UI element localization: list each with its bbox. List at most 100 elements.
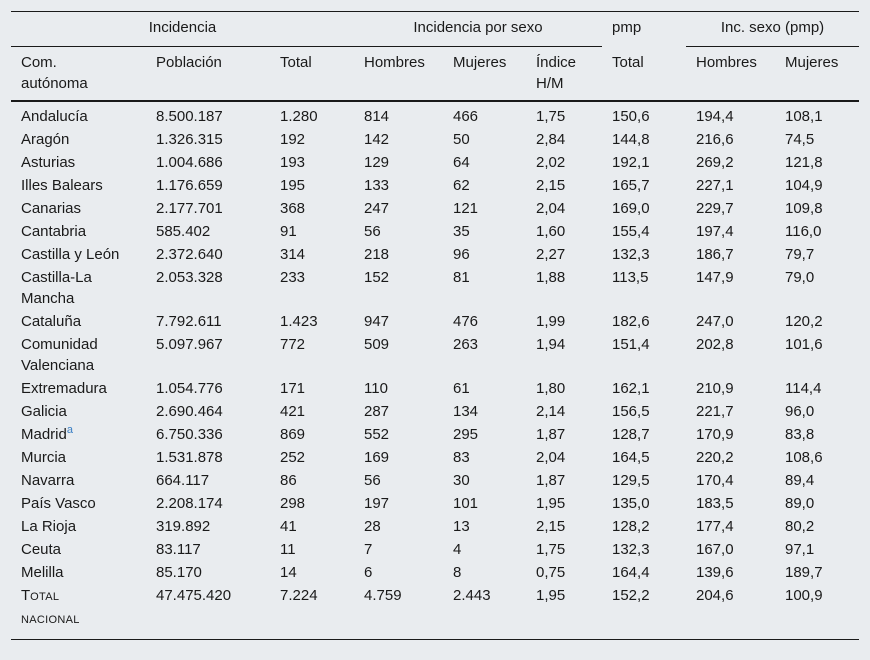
- cell-total: 298: [280, 495, 306, 512]
- total-label-initial: T: [21, 587, 31, 604]
- cell-pmp-total: 165,7: [612, 177, 650, 194]
- col-pmp-mujeres: Mujeres: [785, 54, 839, 71]
- cell-poblacion: 2.053.328: [156, 269, 223, 286]
- cell-mujeres: 83: [453, 449, 470, 466]
- cell-pmp-mujeres: 120,2: [785, 313, 823, 330]
- cell-com: País Vasco: [11, 492, 146, 515]
- cell-hombres: 6: [364, 564, 373, 581]
- cell-com-text: Cantabria: [21, 223, 87, 240]
- col-indice-line1: Índice: [536, 54, 577, 71]
- table-row: Galicia 2.690.464 421 287 134 2,14 156,5 221,7 9…: [11, 400, 859, 423]
- cell-total: 772: [280, 336, 306, 353]
- cell-poblacion: 47.475.420: [146, 584, 270, 640]
- cell-mujeres: 35: [453, 223, 470, 240]
- cell-com: Castilla y León: [11, 243, 146, 266]
- cell-poblacion: 6.750.336: [156, 426, 223, 443]
- cell-poblacion: 2.690.464: [156, 403, 223, 420]
- cell-com-text: Aragón: [21, 131, 70, 148]
- cell-pmp-hombres: 194,4: [696, 108, 734, 125]
- cell-pmp-total: 192,1: [612, 154, 650, 171]
- cell-total: 91: [280, 223, 297, 240]
- cell-com-text: Asturias: [21, 154, 76, 171]
- cell-poblacion: 1.176.659: [156, 177, 223, 194]
- cell-pmp-mujeres: 83,8: [785, 426, 815, 443]
- table-row: País Vasco 2.208.174 298 197 101 1,95 135,0 183…: [11, 492, 859, 515]
- table-row: Castilla-La Mancha 2.053.328 233 152 81 1,88 1…: [11, 266, 859, 310]
- cell-pmp-hombres: 204,6: [686, 584, 775, 640]
- cell-poblacion: 85.170: [156, 564, 202, 581]
- cell-total: 869: [280, 426, 306, 443]
- cell-pmp-mujeres: 108,6: [785, 449, 823, 466]
- cell-mujeres: 4: [453, 541, 462, 558]
- cell-com: Madrida: [11, 423, 146, 446]
- cell-indice: 2,15: [536, 518, 566, 535]
- footnote-link[interactable]: a: [66, 424, 73, 436]
- cell-pmp-hombres: 197,4: [696, 223, 734, 240]
- cell-com-text: País Vasco: [21, 495, 96, 512]
- cell-pmp-hombres: 269,2: [696, 154, 734, 171]
- header-incidencia-por-sexo: Incidencia por sexo: [354, 11, 602, 47]
- cell-indice: 1,95: [526, 584, 602, 640]
- cell-hombres: 509: [364, 336, 390, 353]
- cell-hombres: 110: [364, 380, 388, 397]
- col-com-line1: Com.: [21, 54, 57, 71]
- cell-pmp-total: 151,4: [612, 336, 650, 353]
- cell-pmp-total: 128,2: [612, 518, 650, 535]
- total-label-rest: OTAL: [30, 591, 60, 603]
- cell-total: 193: [280, 154, 306, 171]
- cell-hombres: 56: [364, 472, 381, 489]
- cell-com: Cataluña: [11, 310, 146, 333]
- cell-total: 252: [280, 449, 306, 466]
- cell-indice: 1,87: [536, 426, 566, 443]
- cell-pmp-hombres: 177,4: [696, 518, 734, 535]
- cell-total: 368: [280, 200, 306, 217]
- table-row: Extremadura 1.054.776 171 110 61 1,80 162,1 210…: [11, 377, 859, 400]
- cell-pmp-mujeres: 80,2: [785, 518, 815, 535]
- cell-total: 171: [280, 380, 306, 397]
- cell-total: 7.224: [270, 584, 354, 640]
- table-row: Madrida 6.750.336 869 552 295 1,87 128,7 170,9 8…: [11, 423, 859, 446]
- cell-total-label: TOTAL NACIONAL: [11, 584, 146, 640]
- cell-com: Castilla-La Mancha: [11, 266, 146, 310]
- cell-hombres: 7: [364, 541, 373, 558]
- col-mujeres: Mujeres: [453, 54, 507, 71]
- cell-indice: 1,75: [536, 541, 566, 558]
- col-com-line2: autónoma: [21, 75, 88, 92]
- cell-com-text: Canarias: [21, 200, 82, 217]
- cell-hombres: 133: [364, 177, 390, 194]
- cell-pmp-hombres: 139,6: [696, 564, 734, 581]
- cell-mujeres: 263: [453, 336, 479, 353]
- cell-com-text: Navarra: [21, 472, 75, 489]
- incidence-table: Incidencia Incidencia por sexo pmp Inc. …: [11, 11, 859, 640]
- cell-pmp-mujeres: 100,9: [775, 584, 859, 640]
- cell-mujeres: 134: [453, 403, 479, 420]
- cell-poblacion: 1.531.878: [156, 449, 223, 466]
- cell-mujeres: 61: [453, 380, 470, 397]
- cell-indice: 1,99: [536, 313, 566, 330]
- cell-pmp-total: 182,6: [612, 313, 650, 330]
- cell-pmp-total: 129,5: [612, 472, 650, 489]
- cell-hombres: 56: [364, 223, 381, 240]
- cell-pmp-total: 162,1: [612, 380, 650, 397]
- cell-pmp-total: 155,4: [612, 223, 650, 240]
- cell-pmp-total: 169,0: [612, 200, 650, 217]
- cell-pmp-total: 156,5: [612, 403, 650, 420]
- cell-pmp-mujeres: 109,8: [785, 200, 823, 217]
- cell-indice: 2,04: [536, 449, 566, 466]
- cell-com: Melilla: [11, 561, 146, 584]
- cell-com: Galicia: [11, 400, 146, 423]
- cell-com-text: Castilla y León: [21, 246, 120, 263]
- cell-mujeres: 466: [453, 108, 479, 125]
- cell-com-text: Illes Balears: [21, 177, 103, 194]
- cell-pmp-mujeres: 89,4: [785, 472, 815, 489]
- cell-com-text: Extremadura: [21, 380, 107, 397]
- cell-com: Navarra: [11, 469, 146, 492]
- cell-pmp-hombres: 170,4: [696, 472, 734, 489]
- cell-pmp-mujeres: 97,1: [785, 541, 815, 558]
- cell-poblacion: 585.402: [156, 223, 211, 240]
- cell-pmp-mujeres: 101,6: [785, 336, 823, 353]
- cell-total: 41: [280, 518, 297, 535]
- cell-pmp-mujeres: 79,0: [785, 269, 815, 286]
- cell-com: Ceuta: [11, 538, 146, 561]
